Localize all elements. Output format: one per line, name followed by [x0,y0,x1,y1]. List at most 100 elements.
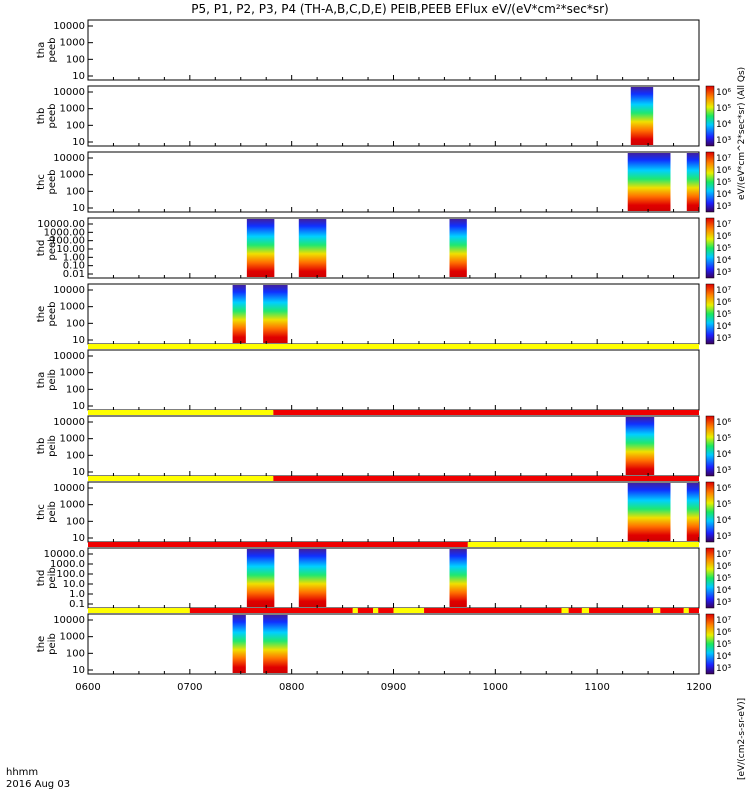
colorbar-tick-label: 10⁶ [716,232,731,242]
colorbar-tick-label: 10⁵ [716,500,731,510]
y-tick-label: 10000.00 [37,219,85,230]
y-tick-label: 100.0 [56,569,85,580]
colorbar-tick-label: 10⁷ [716,220,731,230]
y-tick-label: 0.10 [63,261,85,272]
y-tick-label: 10 [72,665,85,676]
spectrogram-block [449,549,467,607]
spectrogram-block [232,615,246,673]
y-tick-label: 1.0 [69,589,85,600]
y-axis-label: peib [47,501,58,523]
x-tick-label: 0900 [381,682,406,693]
colorbar-tick-label: 10⁶ [716,484,731,494]
x-tick-label: 1100 [584,682,609,693]
spectrogram-block [263,615,288,673]
mode-segment [688,608,699,613]
colorbar [705,547,715,609]
colorbar-tick-label: 10³ [716,598,731,608]
y-axis-label: peeb [47,104,58,129]
colorbar-tick-label: 10⁴ [716,516,731,526]
spectrogram-block [246,549,275,607]
panel-frame [87,547,700,609]
y-axis-label: tha [36,372,47,388]
y-tick-label: 10.0 [63,579,85,590]
mode-segment [653,608,661,613]
y-tick-label: 1000 [60,368,85,379]
colorbar-tick-label: 10⁴ [716,190,731,200]
y-axis-label: the [36,306,47,322]
y-tick-label: 1000 [60,434,85,445]
y-tick-label: 10 [72,533,85,544]
colorbar [705,481,715,543]
mode-segment [373,608,379,613]
colorbar [705,283,715,345]
spectrogram-block [298,219,327,277]
colorbar-tick-label: 10³ [716,532,731,542]
chart-title: P5, P1, P2, P3, P4 (TH-A,B,C,D,E) PEIB,P… [191,2,608,16]
colorbar-tick-label: 10⁴ [716,256,731,266]
colorbar-tick-label: 10⁵ [716,434,731,444]
y-tick-label: 10000 [53,417,85,428]
mode-segment [393,608,425,613]
spectrogram-block [627,153,671,211]
colorbar-tick-label: 10⁶ [716,418,731,428]
spectrogram-block [630,87,654,145]
y-tick-label: 0.01 [63,269,85,280]
y-tick-label: 10000.0 [44,549,85,560]
panel-frame [87,613,700,675]
panel-7: 10000 1000 100 10 thc peib 10⁶ 10⁵ 10⁴ 10³ [36,476,731,544]
date-label: 2016 Aug 03 [6,779,70,790]
colorbar-tick-label: 10⁷ [716,616,731,626]
y-tick-label: 100.00 [50,236,85,247]
colorbar-tick-label: 10⁴ [716,322,731,332]
y-axis-label: tha [36,42,47,58]
y-tick-label: 10000 [53,483,85,494]
spectrogram-block [298,549,327,607]
colorbar-tick-label: 10³ [716,202,731,212]
colorbar-unit-label: [eV/(cm2-s-sr-eV)] [737,698,747,780]
y-tick-label: 10.00 [56,244,85,255]
y-tick-label: 100 [66,318,85,329]
panel-frame [87,481,700,543]
mode-segment [273,410,699,415]
colorbar-tick-label: 10⁷ [716,286,731,296]
spectrogram-block [263,285,288,343]
colorbar-tick-label: 10⁵ [716,574,731,584]
y-tick-label: 10000 [53,351,85,362]
x-tick-label: 0800 [279,682,304,693]
y-axis-label: thd [36,570,47,587]
mode-segment [352,608,358,613]
mode-segment [88,410,274,415]
colorbar [705,415,715,477]
mode-segment [88,542,468,547]
panel-frame [87,415,700,477]
y-axis-label: peib [47,435,58,457]
panel-9: 10000 1000 100 10 the peib 10⁷ 10⁶ 10⁵ 10⁴ 10³ [36,608,731,676]
colorbar [705,217,715,279]
y-tick-label: 10000 [53,21,85,32]
y-tick-label: 10000 [53,615,85,626]
colorbar-tick-label: 10⁶ [716,166,731,176]
colorbar-tick-label: 10⁴ [716,450,731,460]
colorbar-tick-label: 10³ [716,136,731,146]
colorbar-tick-label: 10⁵ [716,244,731,254]
mode-segment [88,344,699,349]
y-axis-label: peib [47,567,58,589]
y-tick-label: 1000 [60,632,85,643]
y-axis-label: the [36,636,47,652]
y-axis-label: peeb [47,236,58,261]
x-tick-label: 1200 [686,682,711,693]
mode-segment [189,608,353,613]
x-tick-label: 1000 [483,682,508,693]
y-axis-label: peib [47,369,58,391]
spectrogram-block [449,219,467,277]
y-tick-label: 100 [66,54,85,65]
mode-segment [357,608,374,613]
mode-segment [581,608,590,613]
mode-segment [568,608,582,613]
colorbar-tick-label: 10⁵ [716,310,731,320]
colorbar [705,151,715,213]
y-axis-label: thc [36,174,47,190]
